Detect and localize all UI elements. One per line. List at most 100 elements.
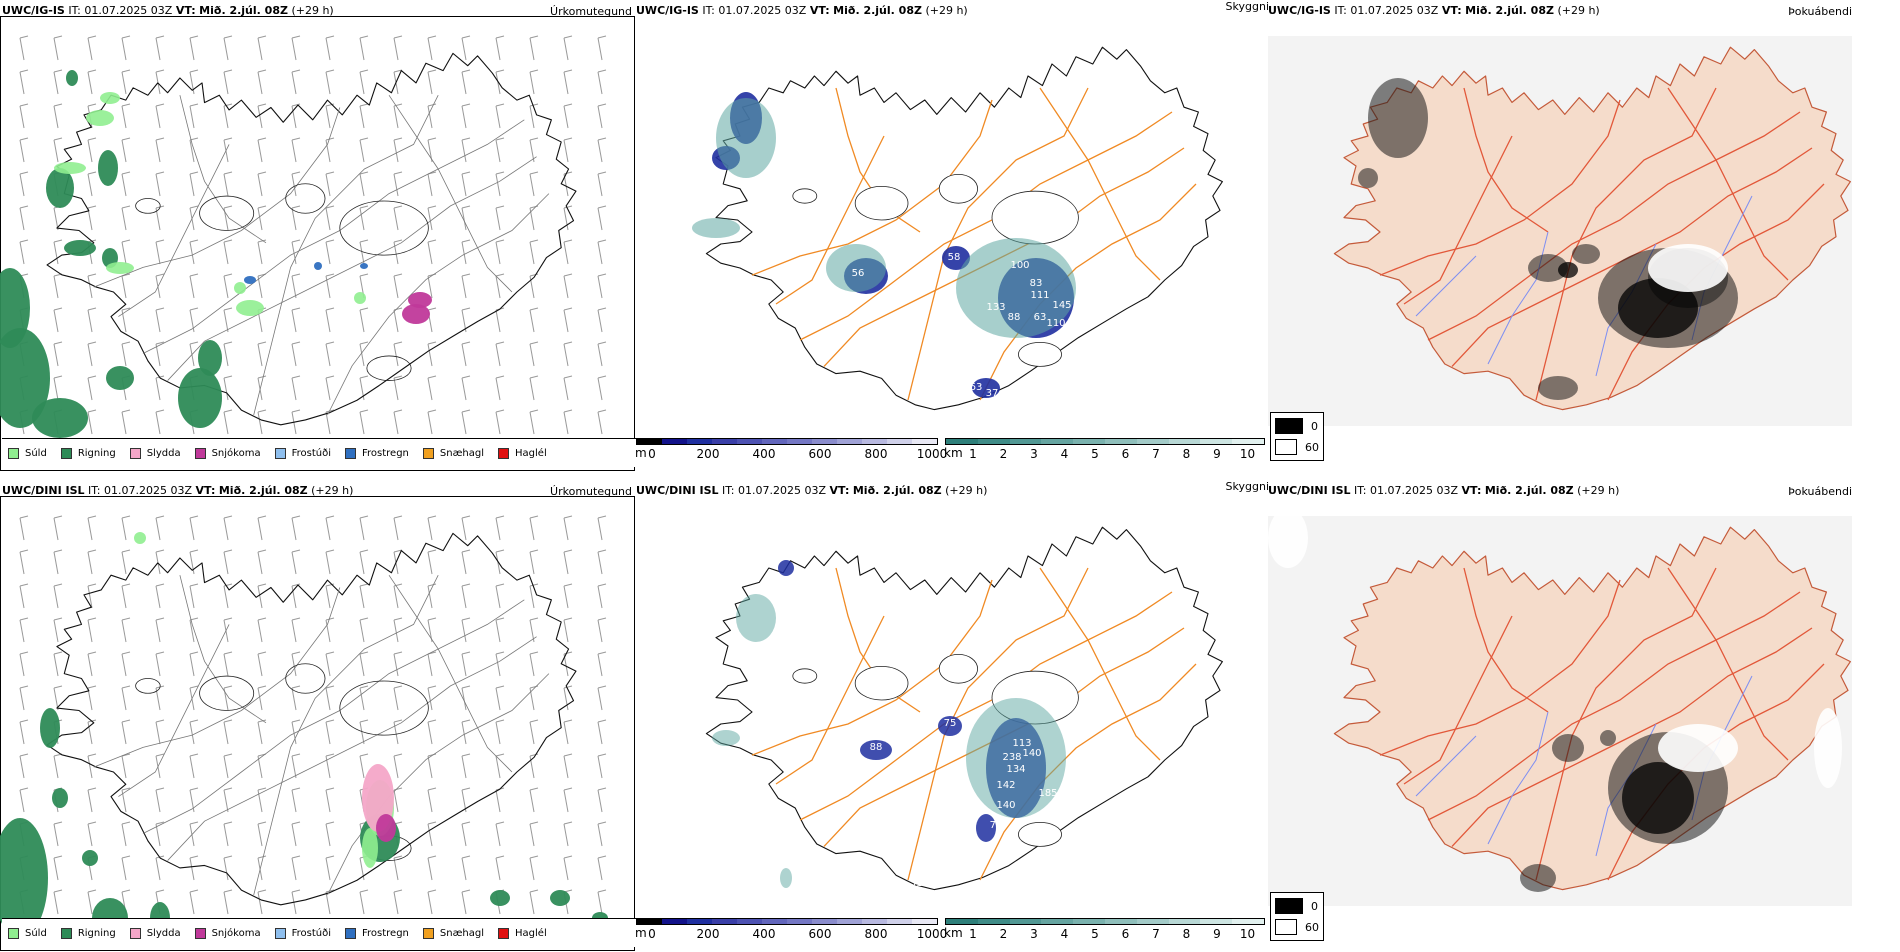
legend-label: Rigning <box>77 447 116 459</box>
fog-legend-row: 0 <box>1275 898 1319 914</box>
low-cloud-area <box>942 246 970 270</box>
it-label: IT: <box>722 484 735 497</box>
freezing-rain-area <box>244 276 256 284</box>
colorbar-cell <box>662 919 687 924</box>
colorbar-tick-label: 3 <box>1030 927 1038 941</box>
colorbar-tick-label: 1000 <box>916 927 948 941</box>
colorbar-tick-label: 9 <box>1213 447 1221 461</box>
precip-type-panel: UWC/IG-IS IT: 01.07.2025 03Z VT: Mið. 2.… <box>0 0 636 472</box>
it-label: IT: <box>1334 4 1347 17</box>
lead-time: (+29 h) <box>945 484 988 497</box>
fog-area <box>1520 864 1556 892</box>
low-visibility-area <box>956 238 1076 338</box>
iceland-coastline <box>46 52 577 426</box>
vt-label: VT: <box>175 4 196 17</box>
vt-value: Mið. 2.júl. 08Z <box>218 484 308 497</box>
fog-legend-swatch <box>1275 439 1297 455</box>
colorbar-cell <box>787 439 812 444</box>
colorbar-cell <box>1232 919 1264 924</box>
legend-item: Frostregn <box>345 447 409 459</box>
model-name: UWC/DINI ISL <box>2 484 85 497</box>
vt-label: VT: <box>1441 4 1462 17</box>
colorbar-tick-label: 1000 <box>916 447 948 461</box>
rain-area <box>0 818 48 938</box>
colorbar-tick-label: 10 <box>1239 927 1256 941</box>
colorbar-cell <box>1009 439 1042 444</box>
vt-value: Mið. 2.júl. 08Z <box>1484 484 1574 497</box>
colorbar-tick-label: 400 <box>752 447 776 461</box>
ceiling-colorbar: m 0 200 400 600 800 1000 <box>636 918 947 946</box>
colorbar-tick-label: 10 <box>1239 447 1256 461</box>
colorbar-tick-label: 600 <box>808 447 832 461</box>
precip-type-legend: Súld Rigning Slydda Snjókoma Frostúði Frostre… <box>2 438 636 467</box>
it-label: IT: <box>88 484 101 497</box>
colorbar-cell <box>1009 919 1042 924</box>
legend-item: Snjókoma <box>194 927 261 939</box>
legend-item: Súld <box>8 447 47 459</box>
colorbar-cell <box>1136 439 1169 444</box>
colorbar-tick-label: 800 <box>864 927 888 941</box>
colorbar-cell <box>712 919 737 924</box>
legend-label: Snjókoma <box>211 447 261 459</box>
colorbar-cell <box>1200 919 1233 924</box>
fog-area <box>1600 730 1616 746</box>
lead-time: (+29 h) <box>291 4 334 17</box>
iceland-coastline <box>46 532 577 906</box>
ceiling-colorbar-cells <box>636 438 938 445</box>
colorbar-tick-label: 8 <box>1182 447 1191 461</box>
low-cloud-area <box>860 740 892 760</box>
it-value: 01.07.2025 03Z <box>1370 484 1459 497</box>
precip-type-legend: Súld Rigning Slydda Snjókoma Frostúði Frostre… <box>2 918 636 947</box>
legend-swatch <box>498 447 510 459</box>
visibility-unit: km <box>944 446 963 460</box>
legend-swatch <box>498 927 510 939</box>
legend-item: Slydda <box>129 927 181 939</box>
low-cloud-area <box>938 716 962 736</box>
fog-area <box>1358 168 1378 188</box>
colorbar-cell <box>637 919 662 924</box>
cloud-base-value: 110 <box>1046 318 1065 329</box>
colorbar-tick-label: 1 <box>969 447 977 461</box>
legend-label: Snæhagl <box>439 447 485 459</box>
fog-legend-value: 0 <box>1311 419 1318 433</box>
low-visibility-area <box>692 218 740 238</box>
cloud-base-value: 63 <box>970 382 983 393</box>
cloud-base-value: 100 <box>1010 260 1029 271</box>
colorbar-cell <box>837 919 862 924</box>
cloud-base-value: 134 <box>1006 764 1025 775</box>
lead-time: (+29 h) <box>1577 484 1620 497</box>
fog-index-panel: UWC/DINI ISL IT: 01.07.2025 03Z VT: Mið.… <box>1268 480 1852 952</box>
legend-swatch <box>422 447 434 459</box>
iceland-coastline <box>705 46 1223 411</box>
drizzle-area <box>134 532 146 544</box>
panel-header: UWC/IG-IS IT: 01.07.2025 03Z VT: Mið. 2.… <box>636 4 968 18</box>
cloud-base-value: 113 <box>1012 738 1031 749</box>
lead-time: (+29 h) <box>925 4 968 17</box>
model-name: UWC/IG-IS <box>1268 4 1331 17</box>
colorbar-tick-label: 6 <box>1121 447 1130 461</box>
colorbar-cell <box>812 439 837 444</box>
cloud-base-value: 140 <box>996 800 1015 811</box>
legend-swatch <box>422 927 434 939</box>
drizzle-area <box>354 292 366 304</box>
legend-item: Haglél <box>498 927 547 939</box>
legend-item: Snæhagl <box>422 927 484 939</box>
legend-label: Frostúði <box>291 927 331 939</box>
ceiling-colorbar: m 0 200 400 600 800 1000 <box>636 438 947 466</box>
colorbar-cell <box>837 439 862 444</box>
rain-area <box>52 788 68 808</box>
visibility-panel: 75 88 113 238 140 134 142 185 140 78 31 UWC/DINI IS… <box>636 480 1269 952</box>
colorbar-tick-label: 8 <box>1182 927 1191 941</box>
snow-area <box>408 292 432 308</box>
legend-item: Frostregn <box>345 927 409 939</box>
visibility-colorbar: km 1 2 3 4 5 6 7 8 9 10 <box>944 438 1265 466</box>
colorbar-tick-label: 4 <box>1060 927 1069 941</box>
visibility-ticks: 1 2 3 4 5 6 7 8 9 10 <box>945 927 1265 941</box>
legend-item: Frostúði <box>274 447 331 459</box>
dense-fog-area <box>1618 278 1698 338</box>
colorbar-cell <box>1041 919 1074 924</box>
cloud-base-value: 37 <box>986 388 999 399</box>
clear-area <box>1658 724 1738 772</box>
vt-label: VT: <box>809 4 830 17</box>
